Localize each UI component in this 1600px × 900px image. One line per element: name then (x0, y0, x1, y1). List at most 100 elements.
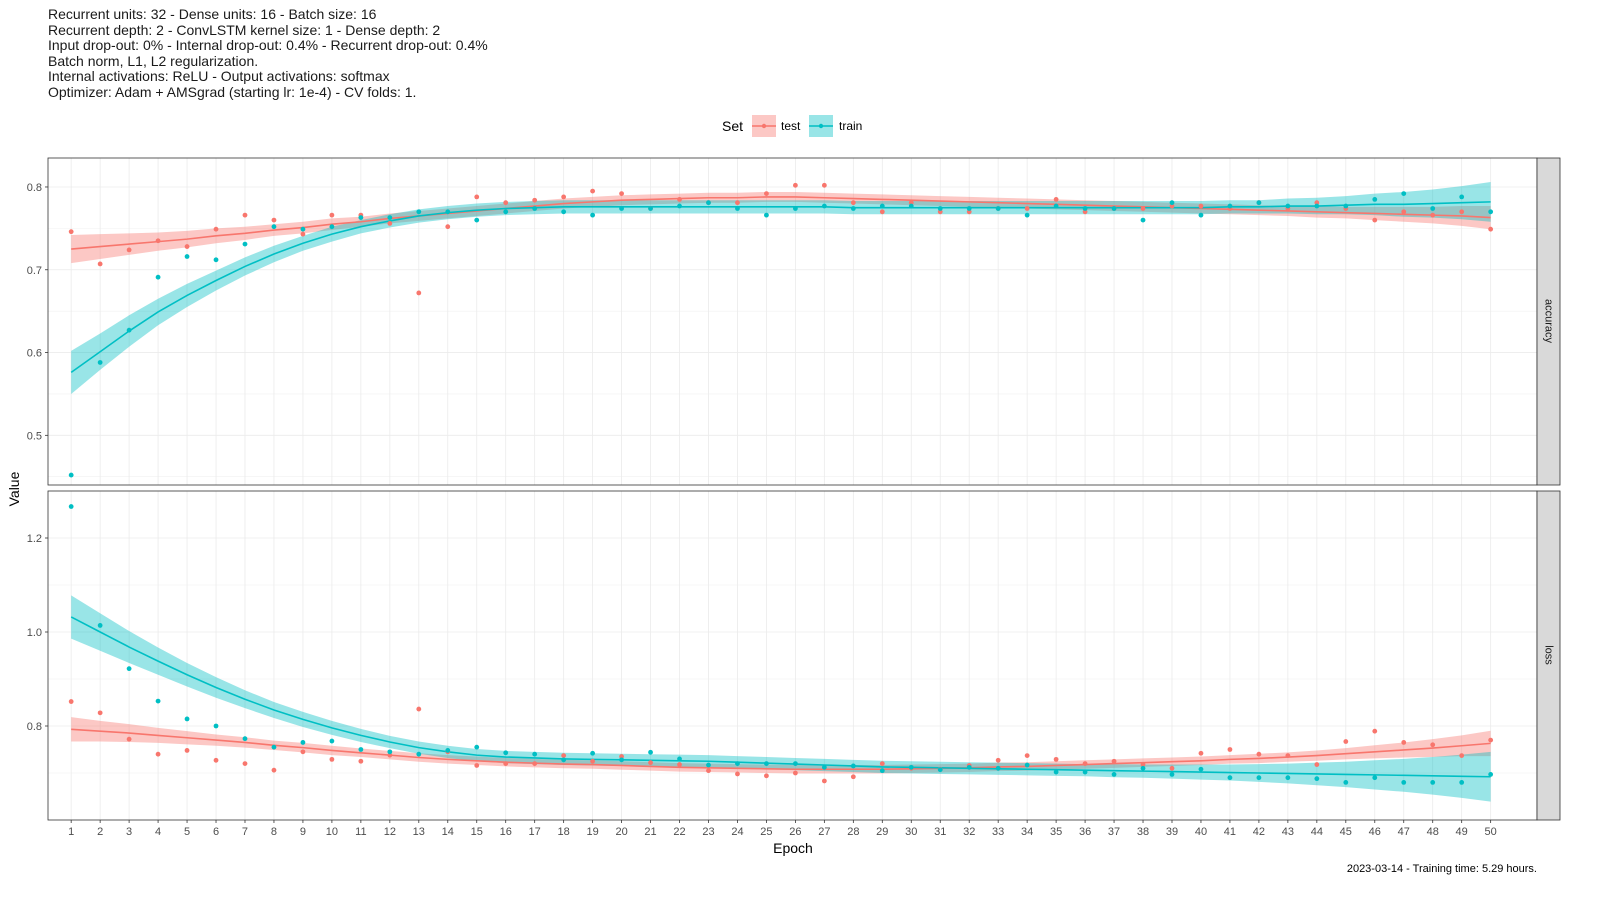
y-tick-label: 1.2 (27, 533, 42, 545)
data-point-test (184, 244, 190, 249)
data-point-test (966, 209, 972, 215)
data-point-train (126, 327, 132, 333)
subtitle-line: Internal activations: ReLU - Output acti… (48, 68, 390, 85)
data-point-train (387, 215, 393, 221)
data-point-train (850, 763, 856, 769)
data-point-train (126, 666, 132, 672)
data-point-test (908, 200, 914, 206)
data-point-test (1140, 762, 1146, 767)
data-point-train (1459, 780, 1465, 785)
x-tick-label: 40 (1195, 826, 1207, 838)
data-point-test (503, 200, 509, 206)
data-point-test (995, 757, 1001, 763)
data-point-test (1401, 740, 1407, 745)
data-point-test (1256, 751, 1262, 757)
data-point-test (1053, 196, 1059, 202)
confidence-band-train (71, 595, 1491, 802)
x-tick-label: 20 (615, 826, 627, 838)
data-point-train (850, 206, 856, 211)
data-point-test (1343, 739, 1349, 744)
data-point-train (1024, 212, 1030, 218)
data-point-test (1111, 758, 1117, 764)
x-tick-label: 11 (355, 826, 366, 838)
data-point-train (793, 206, 798, 211)
x-tick-label: 7 (242, 826, 248, 838)
data-point-test (416, 706, 422, 712)
data-point-train (937, 206, 943, 211)
data-point-test (677, 762, 682, 767)
data-point-test (1169, 203, 1175, 209)
data-point-train (155, 274, 161, 280)
x-tick-label: 32 (963, 826, 975, 838)
y-tick-label: 0.8 (27, 721, 42, 733)
y-tick-label: 0.7 (27, 265, 42, 277)
x-tick-label: 44 (1311, 826, 1323, 838)
data-point-train (995, 206, 1001, 211)
data-point-test (648, 760, 653, 766)
data-point-train (1343, 780, 1349, 785)
data-point-train (966, 206, 972, 211)
data-point-test (532, 761, 538, 766)
panel-background (48, 158, 1537, 485)
x-tick-label: 5 (184, 826, 190, 838)
x-tick-label: 15 (471, 826, 483, 838)
y-tick-label: 1.0 (27, 627, 42, 639)
x-tick-label: 3 (126, 826, 132, 838)
data-point-train (1082, 206, 1088, 211)
data-point-test (850, 200, 856, 206)
data-point-test (126, 736, 132, 742)
data-point-train (1401, 191, 1407, 197)
x-tick-label: 14 (442, 826, 454, 838)
x-tick-label: 37 (1108, 826, 1120, 838)
panel-loss: 0.8 1.0 1.2 (27, 490, 1538, 821)
data-point-train (1198, 212, 1204, 218)
x-tick-label: 39 (1166, 826, 1178, 838)
data-point-train (648, 749, 653, 755)
data-point-test (1430, 212, 1436, 218)
smooth-line-test (71, 728, 1491, 771)
subtitle-line: Recurrent units: 32 - Dense units: 16 - … (48, 6, 377, 22)
data-point-test (735, 200, 740, 206)
data-point-test (1314, 200, 1320, 206)
x-tick-label: 36 (1079, 826, 1091, 838)
data-point-test (387, 221, 393, 226)
data-point-train (1140, 217, 1146, 223)
data-point-test (1430, 742, 1436, 748)
x-tick-label: 25 (760, 826, 772, 838)
data-point-test (821, 778, 827, 784)
data-point-train (532, 751, 538, 757)
subtitle-line: Optimizer: Adam + AMSgrad (starting lr: … (48, 83, 417, 100)
strip-label-accuracy: accuracy (1543, 299, 1555, 344)
data-point-test (590, 758, 596, 764)
data-point-train (503, 209, 509, 215)
legend-title: Set (722, 118, 743, 134)
y-tick-label: 0.5 (27, 430, 42, 442)
data-point-train (1256, 200, 1262, 206)
data-point-train (1285, 775, 1291, 781)
confidence-band-train (71, 182, 1491, 394)
data-point-test (213, 757, 219, 763)
data-point-train (68, 504, 74, 509)
data-point-train (1314, 203, 1320, 209)
data-point-test (1140, 206, 1146, 211)
data-point-test (68, 699, 74, 704)
data-point-test (735, 771, 740, 777)
x-tick-label: 24 (731, 826, 743, 838)
data-point-train (1053, 769, 1059, 775)
data-point-test (97, 261, 103, 267)
x-tick-label: 28 (847, 826, 859, 838)
data-point-train (879, 203, 885, 209)
data-point-train (937, 767, 943, 773)
data-point-test (1314, 762, 1320, 767)
data-point-test (155, 238, 161, 244)
data-point-train (271, 224, 277, 230)
data-point-train (590, 212, 596, 218)
data-point-test (1024, 206, 1030, 211)
data-point-test (1401, 209, 1407, 215)
data-point-train (1111, 206, 1117, 211)
data-point-test (1198, 203, 1204, 209)
data-point-train (879, 768, 885, 774)
data-point-test (155, 751, 161, 757)
data-point-train (358, 747, 364, 752)
data-point-train (995, 765, 1001, 771)
